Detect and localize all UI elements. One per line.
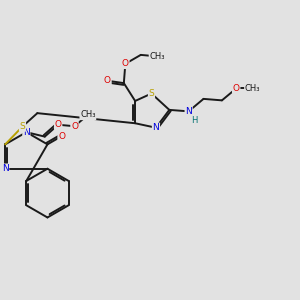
- Text: N: N: [153, 123, 159, 132]
- Text: S: S: [148, 89, 154, 98]
- Text: H: H: [191, 116, 197, 125]
- Text: CH₃: CH₃: [149, 52, 165, 61]
- Text: CH₃: CH₃: [80, 110, 96, 119]
- Text: O: O: [71, 122, 78, 131]
- Text: O: O: [55, 120, 62, 129]
- Text: O: O: [122, 59, 129, 68]
- Text: N: N: [23, 128, 30, 137]
- Text: O: O: [233, 84, 240, 93]
- Text: N: N: [185, 107, 192, 116]
- Text: O: O: [58, 132, 65, 141]
- Text: O: O: [104, 76, 111, 85]
- Text: S: S: [20, 122, 26, 131]
- Text: CH₃: CH₃: [245, 84, 260, 93]
- Text: N: N: [2, 164, 9, 173]
